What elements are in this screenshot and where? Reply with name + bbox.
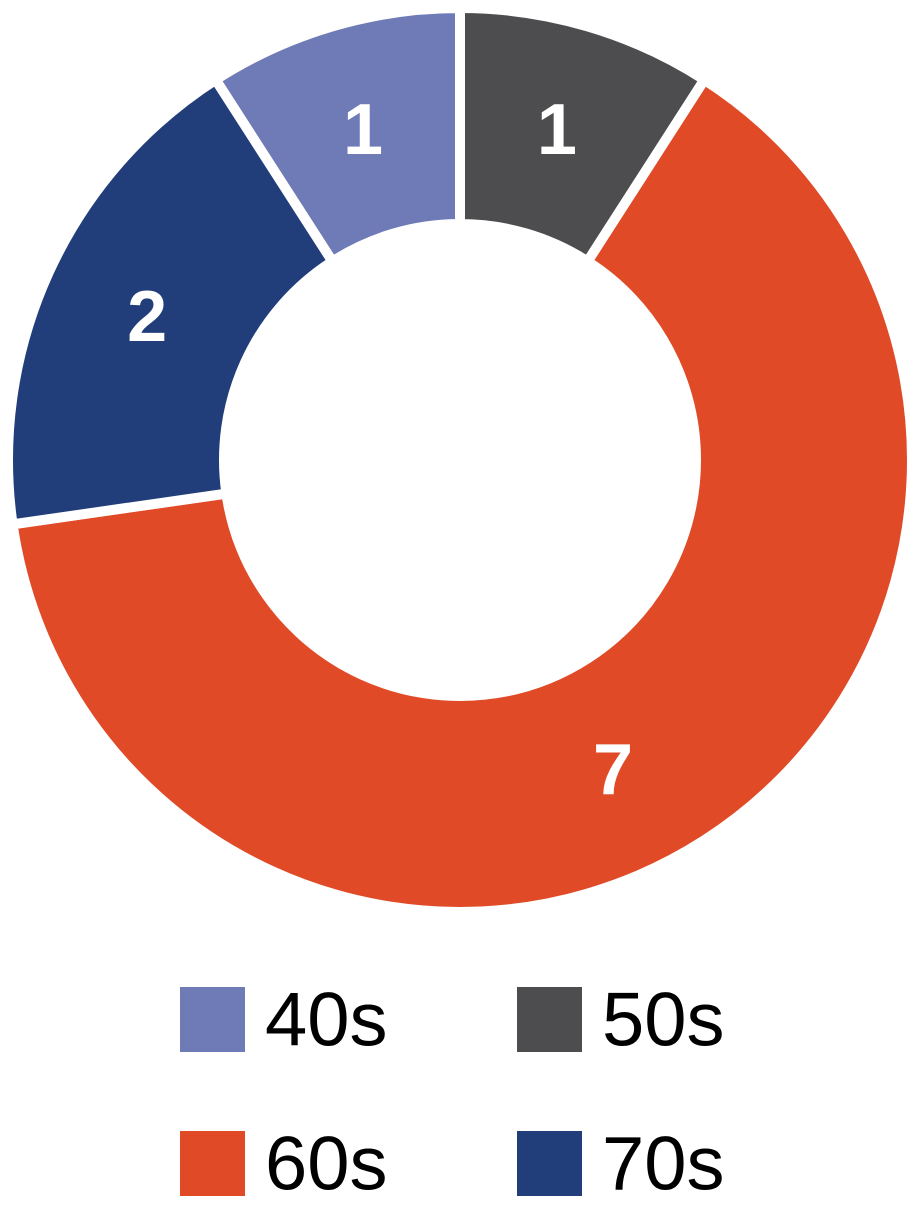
legend-label: 50s	[602, 978, 725, 1063]
data-label: 1	[343, 90, 383, 170]
legend-swatch	[517, 1131, 582, 1196]
legend-swatch	[180, 987, 245, 1052]
data-label: 1	[537, 90, 577, 170]
legend-swatch	[517, 987, 582, 1052]
donut-slice	[6, 72, 917, 917]
legend-label: 70s	[602, 1122, 725, 1207]
legend-label: 60s	[265, 1122, 388, 1207]
donut-slice	[3, 72, 340, 530]
data-label: 2	[127, 277, 167, 357]
legend-swatch	[180, 1131, 245, 1196]
legend-label: 40s	[265, 978, 388, 1063]
data-label: 7	[593, 730, 633, 810]
